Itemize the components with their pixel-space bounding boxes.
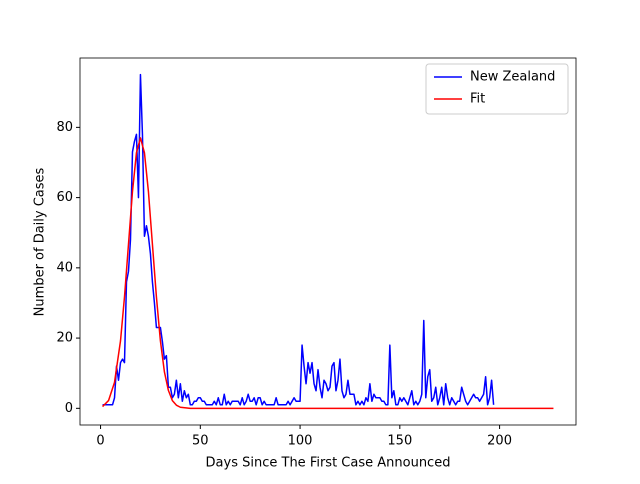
y-tick-label: 0: [65, 401, 73, 416]
axes-frame: [79, 57, 577, 426]
y-tick-label: 60: [56, 190, 73, 205]
x-tick-label: 50: [192, 434, 209, 449]
data-line: [102, 137, 554, 410]
y-tick-label: 20: [56, 331, 73, 346]
x-axis-label: Days Since The First Case Announced: [206, 456, 451, 471]
y-tick-label: 80: [56, 120, 73, 135]
legend-label: New Zealand: [470, 70, 555, 85]
x-tick-label: 150: [387, 434, 412, 449]
x-tick-label: 200: [487, 434, 512, 449]
data-line: [102, 73, 495, 406]
y-axis-label: Number of Daily Cases: [33, 167, 48, 316]
legend-label: Fit: [470, 92, 485, 107]
x-tick-label: 0: [96, 434, 104, 449]
x-tick-label: 100: [288, 434, 313, 449]
y-tick-label: 40: [56, 260, 73, 275]
